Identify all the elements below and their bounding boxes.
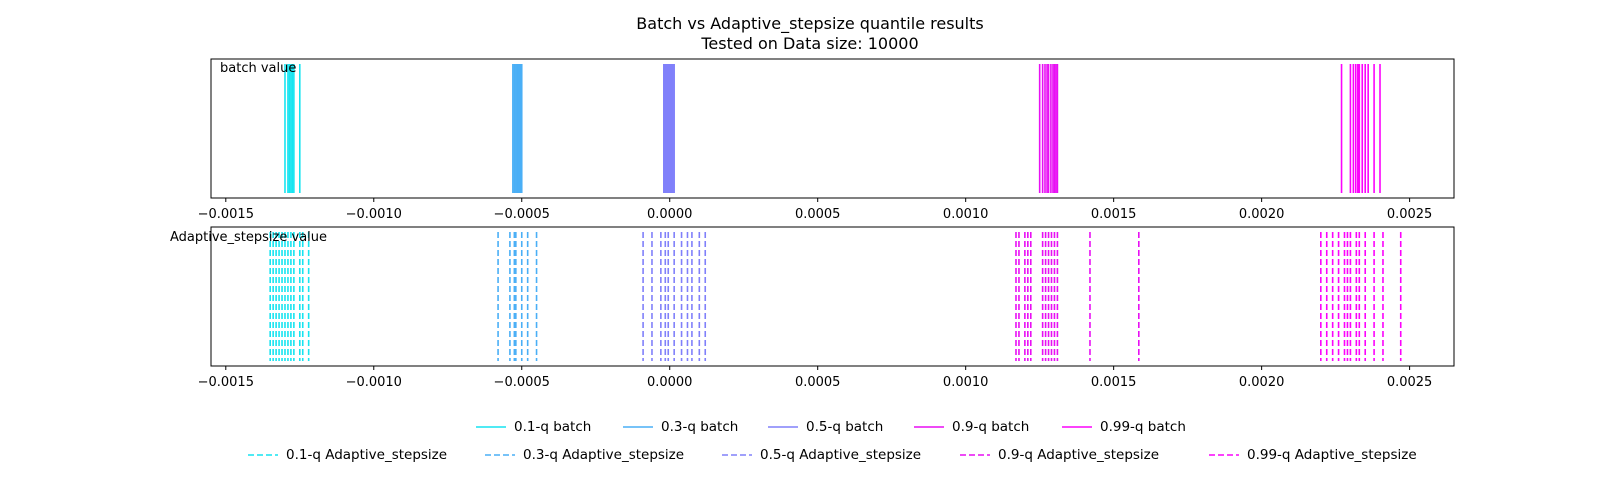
x-tick-label: −0.0015 bbox=[198, 207, 254, 222]
panel-adaptive-stepsize: −0.0015 −0.0010 −0.0005 0.0000 0.0005 0.0010 0… bbox=[170, 226, 1455, 390]
legend-entry: 0.1-q Adaptive_stepsize bbox=[248, 447, 447, 463]
legend-label: 0.99-q Adaptive_stepsize bbox=[1247, 447, 1417, 463]
axes-frame bbox=[210, 226, 1455, 367]
x-tick-label: 0.0010 bbox=[943, 207, 989, 222]
legend-label: 0.1-q Adaptive_stepsize bbox=[286, 447, 447, 463]
panel-batch: −0.0015 −0.0010 −0.0005 0.0000 0.0005 0.0010 0… bbox=[198, 58, 1455, 222]
x-tick-label: 0.0025 bbox=[1387, 207, 1433, 222]
legend-label: 0.9-q Adaptive_stepsize bbox=[998, 447, 1159, 463]
x-tick-label: −0.0010 bbox=[346, 207, 402, 222]
x-tick-label: 0.0000 bbox=[647, 375, 693, 390]
legend-entry: 0.5-q batch bbox=[768, 419, 883, 435]
legend-entry: 0.5-q Adaptive_stepsize bbox=[722, 447, 921, 463]
legend: 0.1-q batch 0.3-q batch 0.5-q batch 0.9-q b… bbox=[248, 419, 1417, 463]
chart-title: Batch vs Adaptive_stepsize quantile resu… bbox=[636, 14, 983, 34]
x-tick-label: 0.0020 bbox=[1239, 207, 1285, 222]
legend-entry: 0.9-q batch bbox=[914, 419, 1029, 435]
chart-subtitle: Tested on Data size: 10000 bbox=[700, 34, 918, 53]
x-tick-label: −0.0005 bbox=[494, 207, 550, 222]
legend-label: 0.9-q batch bbox=[952, 419, 1029, 435]
x-tick-label: 0.0015 bbox=[1091, 207, 1137, 222]
x-tick-label: −0.0005 bbox=[494, 375, 550, 390]
panels: −0.0015 −0.0010 −0.0005 0.0000 0.0005 0.0010 0… bbox=[170, 58, 1455, 390]
x-tick-label: 0.0025 bbox=[1387, 375, 1433, 390]
axes-frame bbox=[210, 58, 1455, 199]
legend-entry: 0.3-q Adaptive_stepsize bbox=[485, 447, 684, 463]
legend-entry: 0.3-q batch bbox=[623, 419, 738, 435]
x-tick-label: 0.0015 bbox=[1091, 375, 1137, 390]
legend-label: 0.5-q Adaptive_stepsize bbox=[760, 447, 921, 463]
legend-label: 0.99-q batch bbox=[1100, 419, 1186, 435]
panel-label: batch value bbox=[220, 61, 296, 76]
legend-entry: 0.99-q Adaptive_stepsize bbox=[1209, 447, 1417, 463]
panel-label: Adaptive_stepsize value bbox=[170, 230, 327, 245]
legend-label: 0.3-q batch bbox=[661, 419, 738, 435]
x-tick-label: 0.0005 bbox=[795, 375, 841, 390]
legend-entry: 0.1-q batch bbox=[476, 419, 591, 435]
x-tick-label: 0.0020 bbox=[1239, 375, 1285, 390]
legend-label: 0.3-q Adaptive_stepsize bbox=[523, 447, 684, 463]
x-tick-label: −0.0010 bbox=[346, 375, 402, 390]
legend-label: 0.1-q batch bbox=[514, 419, 591, 435]
x-tick-label: 0.0005 bbox=[795, 207, 841, 222]
x-tick-label: 0.0000 bbox=[647, 207, 693, 222]
legend-entry: 0.99-q batch bbox=[1062, 419, 1186, 435]
legend-entry: 0.9-q Adaptive_stepsize bbox=[960, 447, 1159, 463]
x-tick-label: −0.0015 bbox=[198, 375, 254, 390]
legend-label: 0.5-q batch bbox=[806, 419, 883, 435]
x-tick-label: 0.0010 bbox=[943, 375, 989, 390]
